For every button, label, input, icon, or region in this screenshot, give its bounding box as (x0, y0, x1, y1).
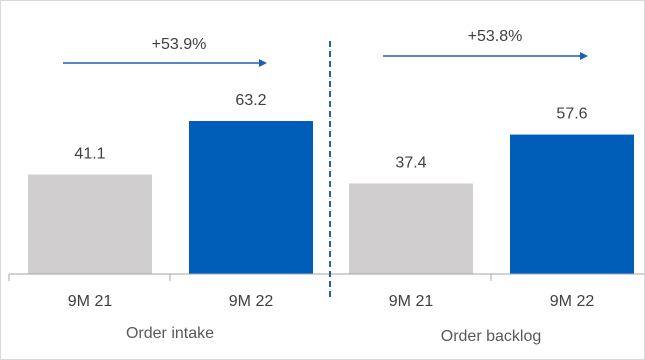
bar-9m21-order-backlog (349, 183, 473, 274)
bar-9m21-order-intake (28, 174, 152, 274)
growth-label: +53.8% (468, 28, 523, 45)
category-label: 9M 21 (389, 293, 434, 310)
category-label: 9M 21 (68, 293, 113, 310)
group-order-backlog: +53.8% 37.4 57.6 9M 21 9M 22 Order backl… (349, 28, 634, 345)
value-label: 63.2 (235, 92, 266, 109)
group-order-intake: +53.9% 41.1 63.2 9M 21 9M 22 Order intak… (28, 36, 313, 342)
category-label: 9M 22 (229, 293, 274, 310)
value-label: 57.6 (556, 106, 587, 123)
bar-9m22-order-backlog (510, 134, 634, 274)
category-label: 9M 22 (550, 293, 595, 310)
group-label: Order backlog (441, 328, 542, 345)
bar-9m22-order-intake (189, 121, 313, 274)
value-label: 41.1 (74, 146, 105, 163)
growth-label: +53.9% (152, 36, 207, 53)
group-label: Order intake (126, 325, 214, 342)
value-label: 37.4 (395, 155, 426, 172)
